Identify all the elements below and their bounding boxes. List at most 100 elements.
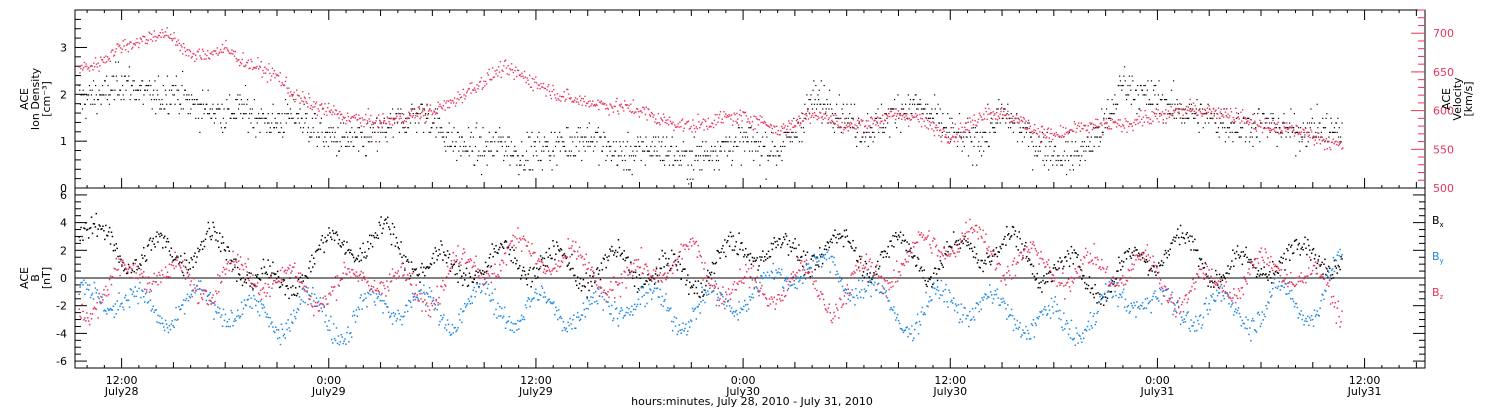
b-Bx-point: [667, 262, 669, 265]
b-Bx-point: [617, 239, 620, 241]
density-point: [132, 80, 134, 82]
b-Bx-point: [908, 243, 910, 245]
density-point: [338, 150, 340, 152]
b-Bx-point: [901, 239, 904, 242]
b-Bx-point: [809, 276, 812, 278]
density-point: [666, 136, 668, 138]
b-Bx-point: [477, 271, 479, 274]
velocity-point: [1197, 114, 1199, 116]
density-point: [1106, 127, 1108, 129]
density-point: [873, 131, 875, 133]
b-Bx-point: [1246, 256, 1248, 259]
density-point: [961, 150, 963, 152]
density-point: [1025, 131, 1028, 133]
density-point: [1210, 117, 1212, 119]
density-point: [1329, 131, 1331, 133]
density-point: [574, 136, 576, 138]
density-point: [1159, 113, 1161, 115]
b-By-point: [185, 297, 188, 300]
density-point: [188, 99, 191, 101]
b-Bx-point: [811, 255, 813, 257]
b-By-point: [86, 288, 88, 290]
velocity-point: [539, 88, 541, 90]
density-point: [522, 155, 524, 157]
density-point: [1339, 141, 1341, 143]
b-Bx-point: [191, 258, 193, 261]
b-Bx-point: [925, 283, 927, 286]
density-point: [927, 103, 929, 105]
velocity-point: [328, 110, 331, 112]
density-point: [553, 155, 555, 157]
b-Bx-point: [417, 274, 419, 277]
b-Bx-point: [795, 247, 797, 250]
density-point: [1152, 103, 1154, 105]
density-point: [125, 89, 127, 91]
density-point: [523, 169, 525, 171]
velocity-point: [636, 108, 639, 110]
b-Bx-point: [271, 272, 273, 274]
velocity-point: [314, 106, 316, 108]
b-Bx-point: [422, 271, 424, 274]
b-Bx-point: [584, 286, 587, 288]
density-point: [1165, 122, 1167, 124]
velocity-point: [453, 102, 455, 104]
b-Bx-point: [292, 285, 294, 287]
top-left-axis-label: ACEIon Density[cm⁻³]: [18, 67, 53, 130]
velocity-point: [842, 132, 844, 134]
b-Bx-point: [237, 273, 240, 275]
density-point: [334, 131, 336, 133]
velocity-point: [389, 123, 391, 125]
velocity-point: [1172, 109, 1175, 112]
velocity-point: [919, 113, 921, 116]
b-Bx-point: [1202, 267, 1205, 269]
b-Bx-point: [433, 262, 436, 264]
density-point: [175, 84, 177, 87]
density-point: [1264, 122, 1266, 124]
b-Bx-point: [1073, 249, 1076, 251]
density-point: [1021, 131, 1023, 133]
b-By-point: [208, 293, 211, 296]
density-point: [773, 155, 775, 157]
velocity-point: [443, 100, 445, 102]
velocity-point: [175, 41, 178, 43]
density-point: [862, 131, 865, 133]
b-Bx-point: [857, 266, 860, 269]
velocity-point: [458, 98, 460, 101]
b-Bx-point: [435, 250, 437, 252]
velocity-point: [673, 129, 675, 132]
density-point: [619, 141, 621, 143]
density-point: [710, 145, 713, 148]
velocity-point: [81, 69, 84, 71]
velocity-point: [592, 104, 595, 107]
b-By-point: [152, 305, 155, 307]
velocity-point: [1099, 122, 1101, 125]
density-point: [1004, 108, 1006, 110]
velocity-point: [697, 113, 699, 115]
velocity-point: [377, 114, 380, 116]
b-Bx-point: [1212, 281, 1214, 284]
density-point: [1224, 141, 1226, 143]
velocity-point: [1001, 106, 1003, 109]
velocity-point: [333, 113, 336, 115]
velocity-point: [1229, 107, 1232, 110]
velocity-point: [92, 69, 94, 71]
density-point: [85, 117, 87, 119]
density-point: [1090, 136, 1092, 138]
velocity-point: [1028, 127, 1031, 129]
velocity-point: [1160, 114, 1163, 116]
density-point: [1231, 131, 1233, 133]
density-point: [963, 136, 965, 138]
density-point: [544, 141, 546, 143]
velocity-point: [795, 119, 798, 122]
density-point: [582, 141, 584, 143]
velocity-point: [754, 128, 756, 130]
velocity-point: [671, 123, 673, 125]
density-point: [612, 155, 614, 157]
b-Bx-point: [392, 233, 395, 236]
density-point: [84, 103, 86, 105]
density-point: [766, 155, 769, 157]
velocity-point: [513, 78, 515, 80]
b-Bx-point: [529, 266, 531, 269]
density-point: [98, 89, 100, 91]
density-point: [1114, 94, 1116, 96]
